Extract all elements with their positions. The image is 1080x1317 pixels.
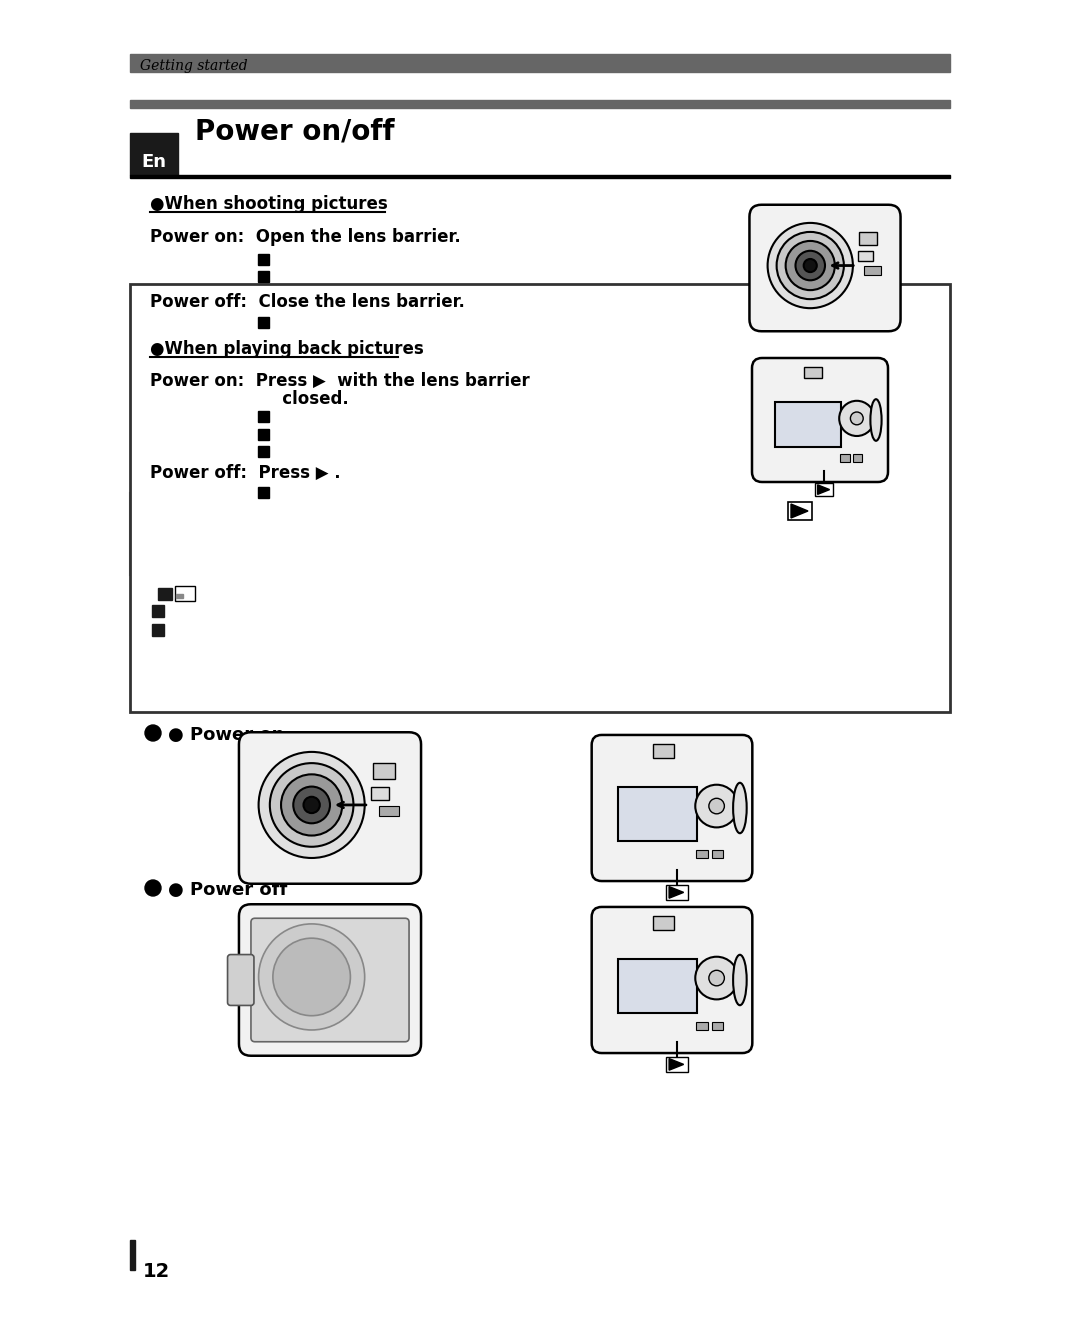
Bar	[712, 849, 724, 859]
Text: Power on:  Open the lens barrier.: Power on: Open the lens barrier.	[150, 228, 461, 246]
Bar	[130, 493, 950, 576]
Bar	[130, 133, 178, 175]
Bar	[860, 232, 877, 245]
FancyBboxPatch shape	[251, 918, 409, 1042]
Text: ● Power off: ● Power off	[168, 881, 287, 900]
Circle shape	[777, 232, 843, 299]
Bar	[840, 454, 850, 461]
Text: ●When playing back pictures: ●When playing back pictures	[150, 340, 423, 358]
Ellipse shape	[870, 399, 881, 441]
Bar	[666, 885, 688, 900]
FancyBboxPatch shape	[592, 907, 753, 1054]
Bar	[258, 317, 269, 328]
Bar	[618, 959, 698, 1013]
Polygon shape	[791, 504, 808, 518]
Bar	[258, 487, 269, 498]
Bar	[152, 624, 164, 636]
Bar	[815, 483, 833, 497]
Text: Power off:  Close the lens barrier.: Power off: Close the lens barrier.	[150, 292, 464, 311]
FancyBboxPatch shape	[239, 905, 421, 1056]
Bar	[373, 763, 395, 780]
Bar	[853, 454, 863, 461]
Bar	[130, 54, 950, 72]
Bar	[370, 786, 389, 799]
Circle shape	[273, 938, 350, 1015]
Circle shape	[768, 223, 853, 308]
Bar	[618, 786, 698, 842]
Bar	[804, 367, 822, 378]
Bar	[788, 502, 812, 520]
Bar	[176, 594, 183, 598]
Text: En: En	[141, 153, 166, 171]
Bar	[158, 587, 172, 601]
Circle shape	[696, 785, 738, 827]
Bar	[152, 605, 164, 616]
Circle shape	[785, 241, 835, 290]
Text: ●When shooting pictures: ●When shooting pictures	[150, 195, 388, 213]
Bar	[712, 1022, 724, 1030]
Bar	[258, 271, 269, 282]
FancyBboxPatch shape	[750, 204, 901, 332]
Text: Power off:  Press ▶ .: Power off: Press ▶ .	[150, 464, 340, 482]
Bar	[666, 1056, 688, 1072]
Text: Getting started: Getting started	[140, 59, 247, 72]
Circle shape	[804, 259, 816, 273]
Circle shape	[258, 925, 365, 1030]
Bar	[258, 254, 269, 265]
Text: Power on:  Press ▶  with the lens barrier: Power on: Press ▶ with the lens barrier	[150, 371, 530, 390]
Circle shape	[145, 724, 161, 741]
Circle shape	[839, 400, 875, 436]
Polygon shape	[670, 1059, 684, 1071]
Circle shape	[708, 798, 725, 814]
FancyBboxPatch shape	[752, 358, 888, 482]
Circle shape	[281, 774, 342, 835]
Bar	[175, 586, 195, 601]
Text: closed.: closed.	[150, 390, 349, 408]
Text: 12: 12	[143, 1262, 171, 1281]
Bar	[775, 403, 841, 448]
Bar	[130, 175, 950, 178]
Circle shape	[303, 797, 320, 813]
Circle shape	[708, 971, 725, 986]
Polygon shape	[818, 485, 829, 494]
Bar	[258, 411, 269, 421]
Text: ● Power on: ● Power on	[168, 726, 284, 744]
Bar	[652, 744, 674, 757]
Bar	[652, 917, 674, 930]
Circle shape	[145, 880, 161, 896]
Circle shape	[850, 412, 863, 425]
Bar	[379, 806, 400, 817]
Text: Power on/off: Power on/off	[195, 117, 394, 145]
Bar	[130, 284, 950, 712]
Polygon shape	[670, 886, 684, 898]
FancyBboxPatch shape	[239, 732, 421, 884]
Circle shape	[696, 956, 738, 1000]
Bar	[258, 429, 269, 440]
Bar	[697, 1022, 707, 1030]
Bar	[697, 849, 707, 859]
Bar	[130, 100, 950, 108]
FancyBboxPatch shape	[592, 735, 753, 881]
Bar	[130, 1241, 135, 1270]
Bar	[864, 266, 881, 274]
Ellipse shape	[733, 955, 746, 1005]
Bar	[858, 250, 873, 262]
Bar	[258, 446, 269, 457]
Circle shape	[270, 763, 353, 847]
Ellipse shape	[733, 782, 746, 834]
Circle shape	[258, 752, 365, 857]
Circle shape	[294, 786, 330, 823]
Circle shape	[796, 250, 825, 281]
FancyBboxPatch shape	[228, 955, 254, 1005]
